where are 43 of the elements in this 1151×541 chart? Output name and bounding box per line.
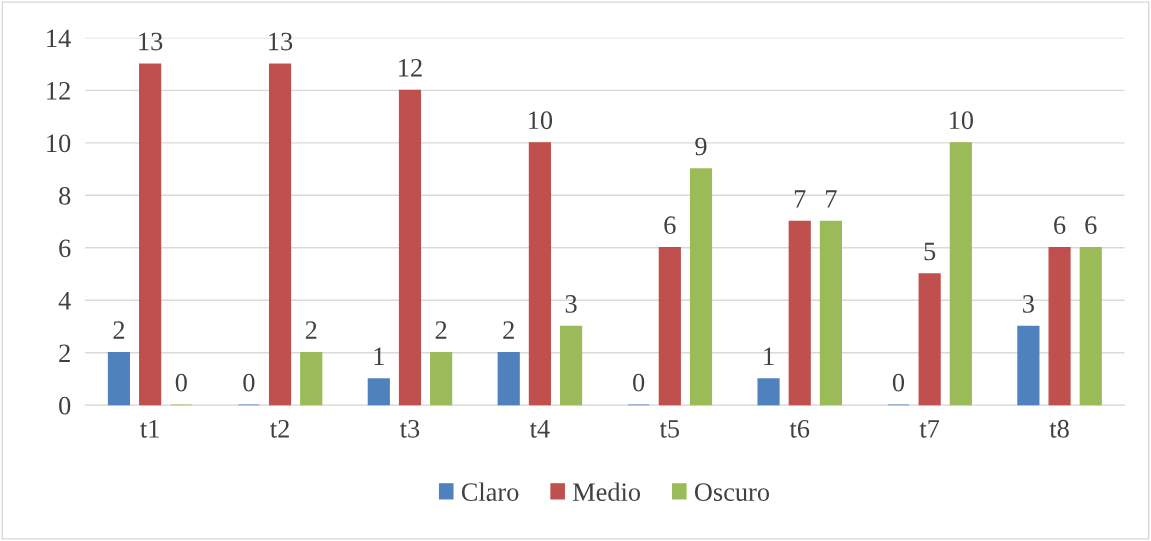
legend-label: Claro <box>461 482 519 501</box>
data-label: 1 <box>374 347 384 366</box>
data-label: 7 <box>826 190 837 208</box>
data-label: 2 <box>503 321 514 339</box>
data-label: 1 <box>764 347 774 366</box>
legend-label: Oscuro <box>694 483 770 501</box>
data-label: 2 <box>435 321 447 339</box>
x-tick-label: t3 <box>399 419 420 438</box>
y-tick-label: 10 <box>47 134 71 153</box>
y-tick-label: 0 <box>59 396 71 415</box>
data-label: 3 <box>565 295 577 313</box>
data-label: 0 <box>633 373 645 392</box>
data-label: 0 <box>892 373 905 392</box>
data-label: 6 <box>664 216 676 235</box>
data-label: 12 <box>399 58 422 77</box>
data-label: 7 <box>794 190 806 208</box>
data-label: 10 <box>529 111 553 130</box>
legend-label: Medio <box>572 482 641 501</box>
data-label: 3 <box>1023 295 1034 313</box>
x-tick-label: t8 <box>1049 419 1069 438</box>
y-tick-label: 8 <box>59 186 71 205</box>
x-tick-label: t5 <box>659 420 680 438</box>
y-tick-label: 6 <box>59 239 71 258</box>
data-label: 6 <box>1054 216 1066 235</box>
data-label: 5 <box>924 242 936 261</box>
y-tick-label: 14 <box>47 29 71 48</box>
x-tick-label: t7 <box>919 420 940 438</box>
data-label: 9 <box>695 137 707 156</box>
data-label: 13 <box>139 32 163 51</box>
x-tick-label: t1 <box>140 419 159 438</box>
data-label: 0 <box>175 373 187 392</box>
data-label: 10 <box>949 111 974 130</box>
x-tick-label: t2 <box>270 419 289 438</box>
data-label: 6 <box>1085 216 1097 235</box>
x-tick-label: t6 <box>789 419 810 438</box>
data-label: 13 <box>269 32 293 51</box>
data-label: 2 <box>113 321 125 339</box>
x-tick-label: t4 <box>529 420 550 438</box>
data-label: 2 <box>305 321 317 339</box>
y-tick-label: 2 <box>59 344 70 362</box>
y-tick-label: 4 <box>58 292 71 310</box>
y-tick-label: 12 <box>47 82 70 100</box>
data-label: 0 <box>243 373 255 392</box>
